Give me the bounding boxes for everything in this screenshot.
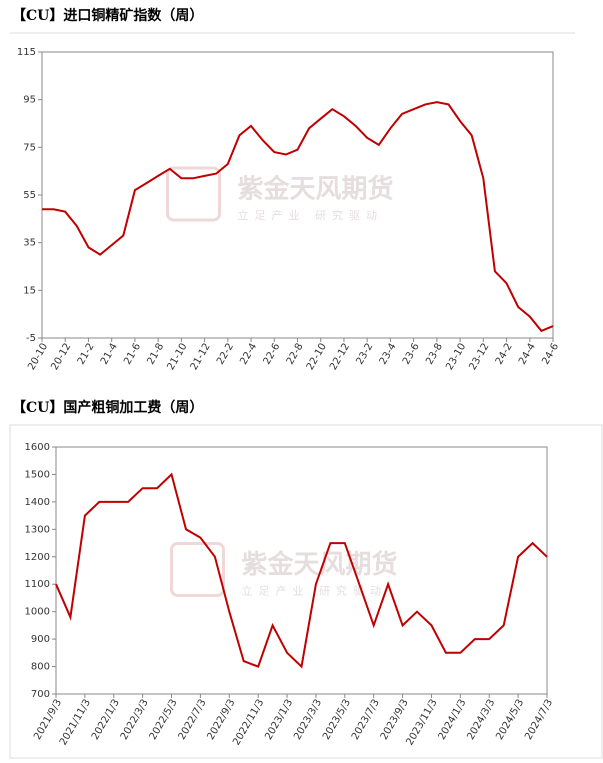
y-tick-label: 95: [23, 95, 36, 106]
x-tick-label: 22-12: [328, 342, 352, 373]
x-tick-label: 2021/11/3: [58, 698, 93, 748]
x-tick-label: 22-4: [238, 342, 259, 367]
x-tick-label: 2022/11/3: [231, 698, 266, 748]
panel-frame: [9, 424, 603, 759]
x-tick-label: 21-2: [76, 342, 97, 367]
x-tick-label: 21-6: [122, 342, 143, 367]
x-tick-label: 23-6: [401, 342, 422, 367]
chart-title: 【CU】国产粗铜加工费（周）: [12, 399, 203, 416]
x-tick-label: 2023/3/3: [292, 698, 324, 742]
x-tick-label: 2023/9/3: [379, 698, 411, 742]
x-tick-label: 21-4: [99, 342, 120, 367]
x-tick-label: 24-6: [540, 342, 561, 367]
watermark-logo: [166, 166, 221, 222]
x-tick-label: 2022/5/3: [148, 698, 180, 742]
x-tick-label: 22-2: [215, 342, 236, 367]
x-tick-label: 24-2: [494, 341, 515, 366]
y-tick-label: 115: [17, 47, 36, 58]
series-line: [42, 101, 554, 333]
x-tick-label: 2024/5/3: [494, 698, 526, 742]
y-tick-label: 1200: [25, 552, 50, 563]
x-tick-label: 2024/1/3: [437, 698, 469, 742]
x-tick-label: 23-4: [378, 342, 399, 367]
y-tick-label: 1400: [25, 497, 50, 508]
y-tick-label: 15: [23, 285, 36, 296]
x-tick-label: 22-6: [262, 342, 283, 367]
y-tick-label: 800: [31, 662, 50, 673]
y-tick-label: 1500: [25, 469, 50, 480]
x-tick-label: 2022/9/3: [206, 698, 238, 742]
x-tick-label: 20-10: [26, 342, 50, 373]
x-tick-label: 2021/9/3: [32, 698, 64, 742]
x-tick-label: 23-10: [444, 342, 468, 373]
watermark-sub: 立足产业 研究驱动: [242, 584, 388, 598]
x-tick-label: 2022/7/3: [177, 698, 209, 742]
x-tick-label: 2023/11/3: [404, 698, 439, 748]
y-tick-label: 700: [31, 689, 50, 700]
x-tick-label: 2023/1/3: [263, 698, 295, 742]
y-tick-label: 1000: [25, 607, 50, 618]
y-tick-label: 35: [23, 238, 36, 249]
y-tick-label: 1600: [25, 442, 50, 453]
y-tick-label: 75: [23, 142, 36, 153]
watermark-logo: [170, 542, 225, 597]
watermark-sub: 立足产业 研究驱动: [238, 208, 384, 222]
y-tick-label: 1100: [25, 579, 50, 590]
x-tick-label: 22-10: [305, 342, 329, 373]
x-tick-label: 2022/1/3: [90, 698, 122, 742]
x-tick-label: 2023/5/3: [321, 698, 353, 742]
x-tick-label: 23-2: [355, 342, 376, 367]
x-tick-label: 24-4: [517, 342, 538, 367]
y-tick-label: -5: [26, 333, 36, 344]
plot-frame: [55, 446, 548, 695]
y-tick-label: 1300: [25, 524, 50, 535]
x-tick-label: 20-12: [49, 342, 73, 373]
watermark: 紫金天风期货: [238, 174, 394, 205]
x-tick-label: 21-12: [189, 342, 213, 373]
x-tick-label: 23-12: [467, 342, 491, 373]
x-tick-label: 23-8: [424, 342, 445, 367]
x-tick-label: 2022/3/3: [119, 698, 151, 742]
x-tick-label: 21-8: [145, 342, 166, 367]
series-line: [55, 472, 548, 669]
y-tick-label: 55: [23, 190, 36, 201]
y-tick-label: 900: [31, 634, 50, 645]
x-tick-label: 2024/3/3: [465, 698, 497, 742]
x-tick-label: 21-10: [166, 342, 190, 373]
x-tick-label: 2024/7/3: [523, 698, 555, 742]
x-tick-label: 2023/7/3: [350, 698, 382, 742]
chart-title: 【CU】进口铜精矿指数（周）: [12, 7, 203, 24]
x-tick-label: 22-8: [285, 342, 306, 367]
